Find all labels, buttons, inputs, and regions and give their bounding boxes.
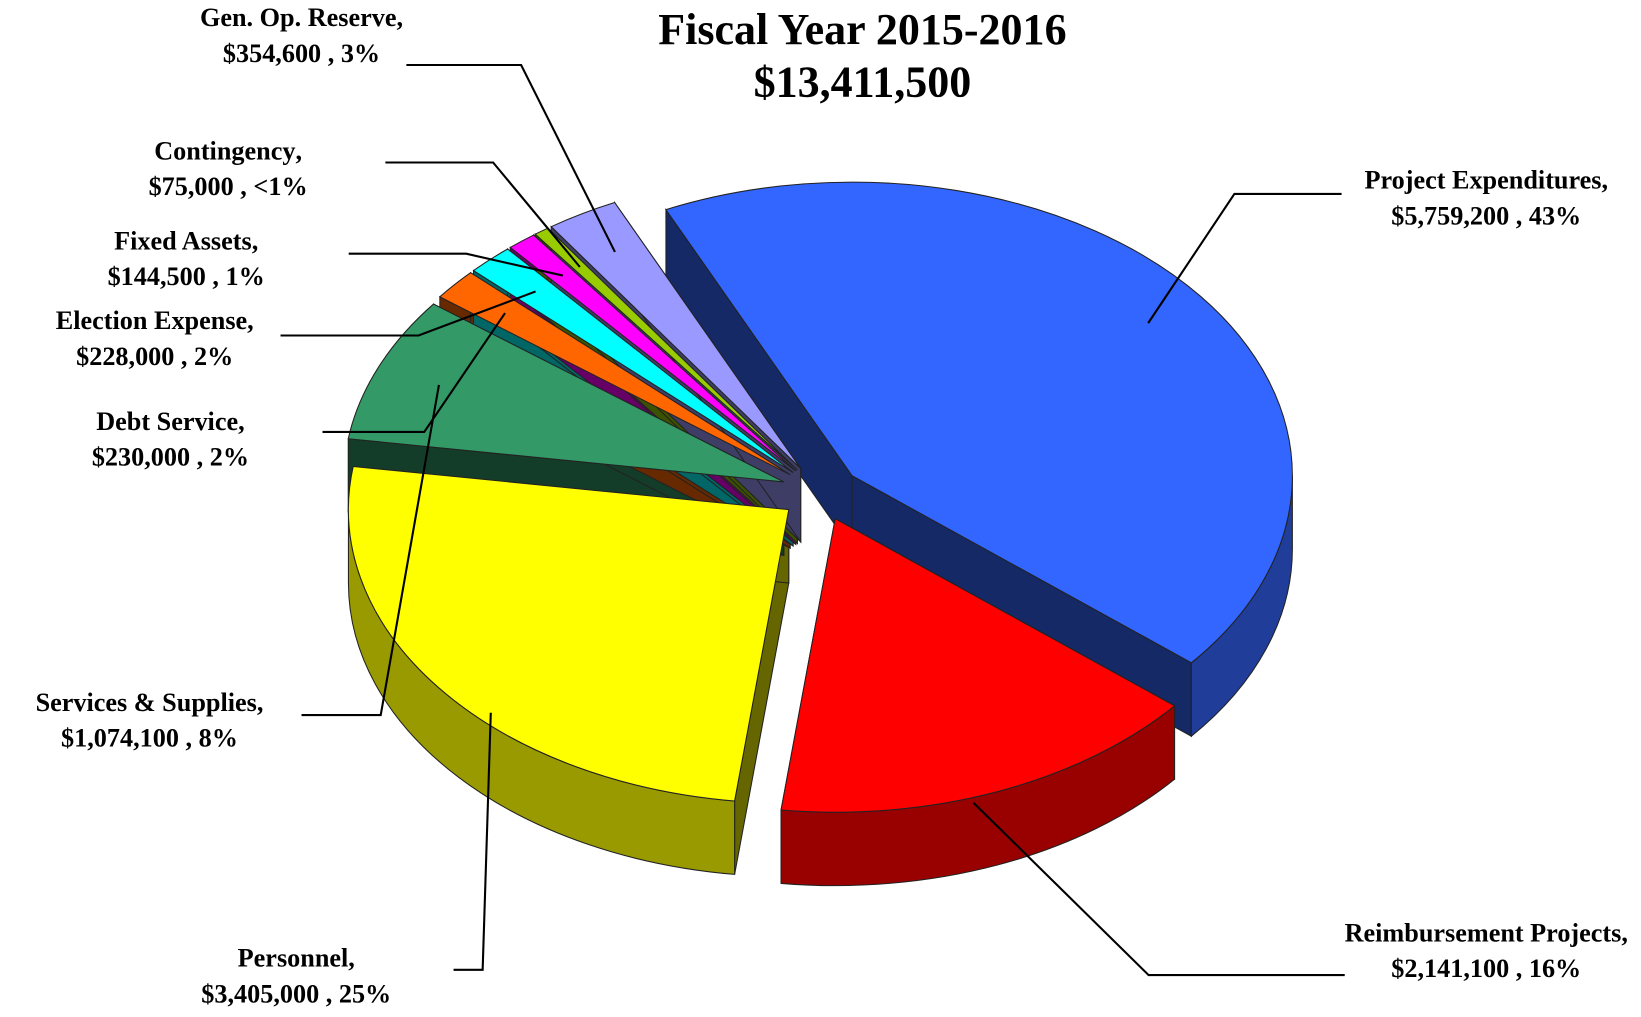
label-part: Services & Supplies: [36, 688, 257, 717]
label-part: $5,759,200: [1391, 201, 1509, 230]
label-part: 25%: [339, 979, 391, 1008]
label-part: $1,074,100: [61, 723, 179, 752]
label-part: ,: [179, 723, 199, 752]
data-label: Gen. Op. Reserve, $354,600 , 3%: [200, 3, 403, 68]
label-part: $3,405,000: [201, 979, 319, 1008]
label-part: 2%: [194, 342, 233, 371]
slice: [347, 465, 790, 802]
chart-title: Fiscal Year 2015-2016: [658, 5, 1066, 54]
label-part: ,: [252, 227, 259, 256]
label-part: ,: [348, 944, 355, 973]
label-part: 3%: [341, 39, 380, 68]
leader-line: [301, 384, 440, 717]
slice-tops: [347, 181, 1293, 813]
data-label: Debt Service, $230,000 , 2%: [92, 407, 249, 472]
label-part: 16%: [1529, 954, 1581, 983]
label-part: ,: [396, 3, 403, 32]
label-part: ,: [247, 306, 254, 335]
label-part: 43%: [1529, 201, 1581, 230]
data-label: Reimbursement Projects, $2,141,100 , 16%: [1345, 919, 1628, 984]
label-part: ,: [257, 688, 264, 717]
label-part: Personnel: [238, 944, 349, 973]
leader-line: [406, 63, 616, 253]
label-part: 2%: [210, 443, 249, 472]
label-part: ,: [238, 407, 245, 436]
label-part: ,: [174, 342, 194, 371]
label-part: Election Expense: [56, 306, 247, 335]
data-label: Election Expense, $228,000 , 2%: [56, 306, 254, 371]
label-part: $228,000: [76, 342, 174, 371]
label-part: ,: [234, 172, 254, 201]
data-label: Project Expenditures, $5,759,200 , 43%: [1364, 166, 1608, 231]
leader-line: [322, 312, 506, 434]
data-label: Contingency, $75,000 , <1%: [149, 136, 308, 201]
label-part: ,: [1602, 166, 1609, 195]
slice: [438, 272, 791, 476]
label-part: Gen. Op. Reserve: [200, 3, 397, 32]
label-part: ,: [1621, 919, 1628, 948]
label-part: ,: [321, 39, 341, 68]
label-part: $144,500: [108, 262, 206, 291]
slice: [665, 181, 1293, 664]
label-part: Reimbursement Projects: [1345, 919, 1622, 948]
slice: [550, 201, 802, 469]
label-part: <1%: [253, 172, 307, 201]
label-part: ,: [1509, 954, 1529, 983]
label-part: ,: [190, 443, 210, 472]
label-part: ,: [206, 262, 226, 291]
label-part: ,: [319, 979, 339, 1008]
data-label: Fixed Assets, $144,500 , 1%: [108, 227, 265, 292]
leader-line: [1147, 192, 1342, 324]
slice: [347, 303, 785, 483]
label-part: $75,000: [149, 172, 234, 201]
label-part: $2,141,100: [1391, 954, 1509, 983]
leader-line: [348, 252, 564, 277]
label-part: $354,600: [223, 39, 321, 68]
label-part: Contingency: [154, 136, 295, 165]
leader-line: [453, 712, 492, 971]
label-part: Project Expenditures: [1364, 166, 1601, 195]
data-label: Personnel, $3,405,000 , 25%: [201, 944, 391, 1009]
label-part: 1%: [225, 262, 264, 291]
leader-line: [385, 161, 581, 268]
leader-line: [280, 290, 536, 337]
label-part: ,: [295, 136, 302, 165]
slice: [780, 517, 1176, 813]
label-part: ,: [1509, 201, 1529, 230]
leader-line: [972, 801, 1345, 977]
slice: [509, 234, 797, 472]
label-part: Fixed Assets: [114, 227, 252, 256]
label-part: $230,000: [92, 443, 190, 472]
data-label: Services & Supplies, $1,074,100 , 8%: [36, 688, 264, 753]
label-part: Debt Service: [96, 407, 238, 436]
label-part: 8%: [199, 723, 238, 752]
chart-subtitle: $13,411,500: [754, 57, 972, 106]
